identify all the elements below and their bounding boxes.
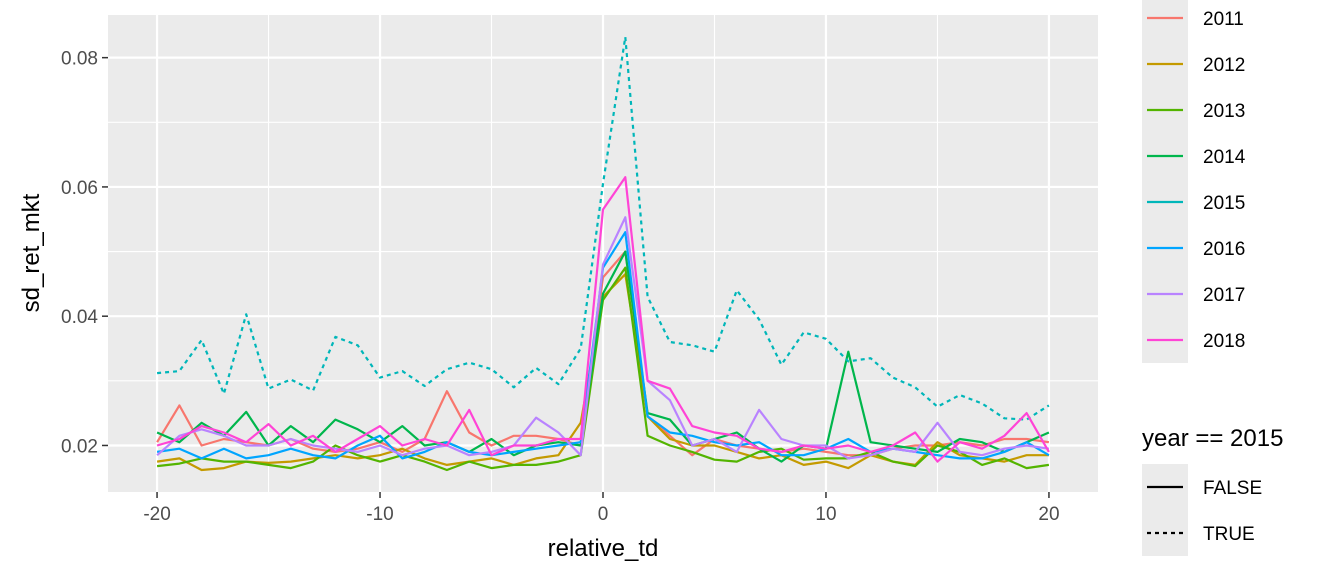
linetype-legend-title: year == 2015 (1142, 425, 1283, 452)
legend-label-2012: 2012 (1203, 55, 1245, 76)
legend-label-2018: 2018 (1203, 331, 1245, 352)
linetype-legend: year == 2015 FALSE TRUE (1142, 425, 1283, 556)
y-tick-label: 0.04 (61, 307, 98, 328)
x-tick-label: -10 (366, 504, 393, 525)
series-line-2018 (156, 176, 1050, 463)
y-axis-title: sd_ret_mkt (18, 193, 45, 312)
legend-label-2011: 2011 (1203, 9, 1244, 30)
x-axis-title: relative_td (548, 535, 659, 562)
color-legend: 2011 2012 2013 2014 2015 2016 2017 2018 (1142, 0, 1246, 363)
y-axis: 0.02 0.04 0.06 0.08 (61, 49, 108, 457)
legend-label-2017: 2017 (1203, 285, 1245, 306)
y-tick-label: 0.02 (61, 436, 98, 457)
x-tick-label: 10 (815, 504, 836, 525)
series-line-2015 (157, 35, 1050, 421)
x-axis: -20 -10 0 10 20 (143, 492, 1060, 525)
legend-key-2011 (1142, 0, 1188, 41)
y-tick-label: 0.08 (61, 49, 98, 70)
series-line-2017 (156, 216, 1050, 460)
y-tick-label: 0.06 (61, 178, 98, 199)
x-tick-label: 20 (1038, 504, 1059, 525)
legend-label-2013: 2013 (1203, 101, 1245, 122)
series-line-2014 (156, 250, 1050, 463)
x-tick-label: 0 (598, 504, 609, 525)
legend-label-2014: 2014 (1203, 147, 1246, 168)
linetype-label-FALSE: FALSE (1203, 478, 1262, 499)
series-lines (156, 35, 1050, 472)
legend-label-2016: 2016 (1203, 239, 1245, 260)
x-tick-label: -20 (143, 504, 170, 525)
legend-label-2015: 2015 (1203, 193, 1245, 214)
linetype-label-TRUE: TRUE (1203, 524, 1255, 545)
